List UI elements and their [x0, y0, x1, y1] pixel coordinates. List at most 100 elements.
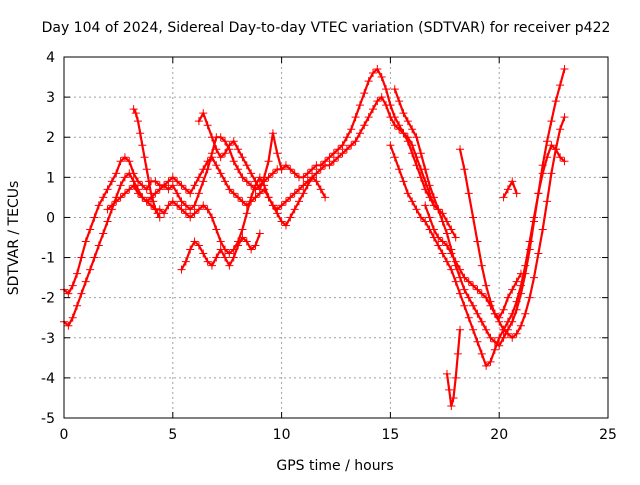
- point-s11-1: [460, 165, 469, 174]
- point-s8-27: [503, 317, 512, 326]
- point-s3-24: [207, 153, 216, 162]
- point-s8-18: [464, 313, 473, 322]
- point-s1-65: [342, 133, 351, 142]
- point-s8-33: [530, 213, 539, 222]
- point-s5-4: [194, 241, 203, 250]
- point-s3-39: [273, 209, 282, 218]
- point-s7-16: [460, 285, 469, 294]
- y-axis-label: SDTVAR / TECUs: [6, 181, 22, 296]
- point-s2-76: [390, 121, 399, 130]
- point-s3-12: [155, 185, 164, 194]
- point-s12-2: [508, 177, 517, 186]
- point-s3-13: [160, 181, 169, 190]
- point-s9-13: [477, 289, 486, 298]
- point-s8-1: [390, 153, 399, 162]
- x-axis-label: GPS time / hours: [276, 458, 393, 474]
- point-s5-11: [225, 261, 234, 270]
- y-tick-label-5: 0: [46, 210, 55, 226]
- point-s12-1: [503, 185, 512, 194]
- point-s9-8: [456, 265, 465, 274]
- point-s1-31: [194, 189, 203, 198]
- point-s8-37: [547, 141, 556, 150]
- point-s1-64: [338, 141, 347, 150]
- point-s12-0: [499, 193, 508, 202]
- point-s6-14: [255, 185, 264, 194]
- markers-s5: [177, 229, 264, 274]
- point-s9-18: [499, 325, 508, 334]
- point-s1-13: [116, 157, 125, 166]
- point-s8-15: [451, 277, 460, 286]
- point-s1-32: [199, 177, 208, 186]
- point-s5-17: [251, 241, 260, 250]
- point-s1-24: [164, 185, 173, 194]
- markers-s6: [194, 109, 286, 194]
- point-s6-15: [260, 173, 269, 182]
- point-s9-11: [469, 281, 478, 290]
- x-axis-ticks: 0 5 10 15 20 25: [60, 57, 617, 443]
- markers-s10: [442, 325, 465, 410]
- point-s3-43: [290, 205, 299, 214]
- point-s7-6: [416, 149, 425, 158]
- point-s3-34: [251, 193, 260, 202]
- point-s7-8: [425, 181, 434, 190]
- point-s11-2: [464, 189, 473, 198]
- point-s1-26: [173, 189, 182, 198]
- point-s3-50: [321, 193, 330, 202]
- point-s5-10: [221, 253, 230, 262]
- point-s7-21: [482, 325, 491, 334]
- point-s3-21: [194, 173, 203, 182]
- point-s3-20: [190, 181, 199, 190]
- point-s7-35: [543, 137, 552, 146]
- point-s2-63: [334, 153, 343, 162]
- point-s2-68: [355, 129, 364, 138]
- markers-s12: [499, 177, 521, 202]
- markers-s7: [390, 65, 569, 350]
- point-s9-0: [421, 201, 430, 210]
- point-s1-4: [77, 253, 86, 262]
- x-tick-label-4: 20: [490, 427, 508, 443]
- point-s1-66: [347, 125, 356, 134]
- point-s1-28: [181, 201, 190, 210]
- point-s4-4: [138, 141, 147, 150]
- point-s3-41: [281, 221, 290, 230]
- point-s8-17: [460, 301, 469, 310]
- x-tick-label-3: 15: [381, 427, 399, 443]
- point-s6-6: [221, 149, 230, 158]
- point-s1-12: [112, 169, 121, 178]
- point-s9-26: [534, 249, 543, 258]
- point-s4-0: [129, 105, 138, 114]
- point-s1-69: [360, 89, 369, 98]
- markers-s11: [456, 145, 525, 322]
- point-s4-3: [136, 129, 145, 138]
- point-s3-26: [216, 169, 225, 178]
- point-s2-42: [242, 209, 251, 218]
- plot-frame: [63, 56, 609, 419]
- series-s7: [393, 67, 566, 347]
- point-s8-36: [543, 153, 552, 162]
- point-s9-32: [560, 113, 569, 122]
- point-s8-12: [438, 249, 447, 258]
- point-s2-13: [116, 181, 125, 190]
- point-s1-55: [299, 173, 308, 182]
- point-s2-52: [286, 193, 295, 202]
- point-s8-29: [512, 297, 521, 306]
- x-tick-label-1: 5: [168, 427, 177, 443]
- point-s9-12: [473, 285, 482, 294]
- point-s3-45: [299, 189, 308, 198]
- point-s7-1: [395, 97, 404, 106]
- point-s8-30: [516, 281, 525, 290]
- point-s7-19: [473, 309, 482, 318]
- point-s3-28: [225, 185, 234, 194]
- point-s1-9: [99, 193, 108, 202]
- point-s2-80: [408, 141, 417, 150]
- point-s6-10: [238, 153, 247, 162]
- point-s7-22: [486, 333, 495, 342]
- point-s5-2: [186, 245, 195, 254]
- point-s1-3: [73, 269, 82, 278]
- point-s2-34: [207, 213, 216, 222]
- point-s11-0: [456, 145, 465, 154]
- point-s2-65: [342, 145, 351, 154]
- point-s7-4: [408, 125, 417, 134]
- point-s1-42: [242, 177, 251, 186]
- point-s9-6: [447, 249, 456, 258]
